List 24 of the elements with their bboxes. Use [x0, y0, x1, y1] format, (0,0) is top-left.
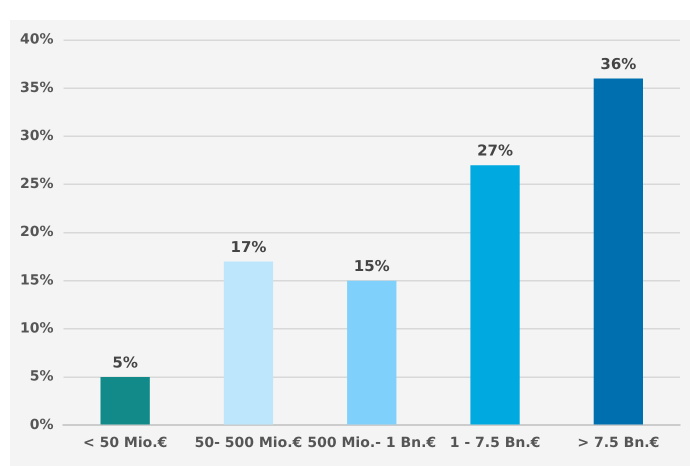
x-tick-label: 1 - 7.5 Bn.€ — [450, 435, 540, 452]
y-tick-label: 30% — [20, 128, 54, 144]
y-tick-label: 5% — [30, 368, 54, 385]
x-tick-label: < 50 Mio.€ — [82, 435, 168, 452]
data-label: 36% — [600, 54, 636, 73]
bar — [224, 261, 274, 424]
bar — [594, 78, 644, 424]
data-label: 5% — [112, 353, 138, 372]
y-tick-label: 25% — [20, 176, 54, 192]
y-tick-label: 15% — [20, 272, 54, 288]
data-label: 15% — [354, 257, 390, 276]
y-tick-label: 40% — [20, 32, 54, 48]
y-tick-label: 10% — [20, 320, 54, 337]
data-label: 17% — [230, 238, 266, 256]
data-label: 27% — [477, 142, 514, 160]
x-tick-label: 50- 500 Mio.€ — [194, 435, 302, 452]
y-tick-label: 35% — [20, 80, 54, 96]
bar — [100, 377, 150, 424]
y-tick-label: 20% — [20, 224, 54, 240]
x-tick-label: 500 Mio.- 1 Bn.€ — [307, 435, 436, 452]
bar — [347, 280, 396, 424]
y-tick-label: 0% — [30, 416, 54, 433]
x-tick-label: > 7.5 Bn.€ — [577, 435, 660, 452]
bar — [470, 165, 520, 424]
